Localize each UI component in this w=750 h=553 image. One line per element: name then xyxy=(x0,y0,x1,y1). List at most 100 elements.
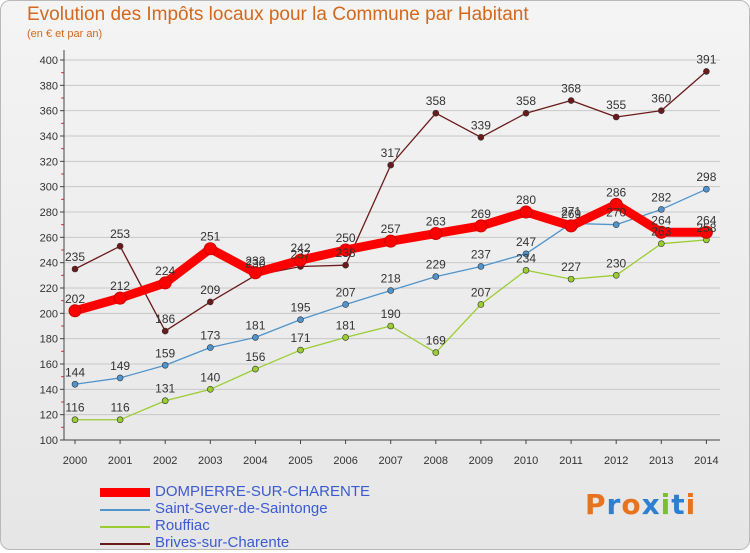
logo-letter: i xyxy=(660,488,672,521)
data-point xyxy=(477,133,485,141)
data-point xyxy=(342,301,349,308)
y-tick-label: 300 xyxy=(40,182,58,194)
y-tick-label: 200 xyxy=(40,308,58,320)
data-label: 264 xyxy=(696,213,716,227)
data-label: 181 xyxy=(245,318,265,332)
x-tick-label: 2001 xyxy=(108,455,132,467)
x-tick-label: 2012 xyxy=(604,455,628,467)
data-label: 250 xyxy=(336,231,356,245)
data-label: 271 xyxy=(561,204,581,218)
y-tick-label: 280 xyxy=(40,207,58,219)
data-point xyxy=(564,219,578,233)
data-label: 140 xyxy=(200,370,220,384)
y-tick-label: 160 xyxy=(40,359,58,371)
data-point xyxy=(207,298,214,306)
x-tick-label: 2011 xyxy=(559,455,583,467)
data-point xyxy=(68,304,82,318)
data-label: 131 xyxy=(155,382,175,396)
x-tick-label: 2013 xyxy=(649,455,673,467)
data-point xyxy=(609,197,623,211)
data-point xyxy=(612,221,620,228)
data-label: 173 xyxy=(200,329,220,343)
data-label: 227 xyxy=(561,260,581,274)
data-point xyxy=(297,316,304,323)
data-point xyxy=(71,380,79,388)
data-label: 317 xyxy=(381,146,401,160)
proxiti-logo: Proxiti xyxy=(585,488,696,521)
data-label: 253 xyxy=(110,227,130,241)
y-tick-label: 220 xyxy=(40,283,58,295)
x-tick-label: 2008 xyxy=(424,455,448,467)
data-point xyxy=(158,276,172,290)
data-label: 212 xyxy=(110,279,130,293)
legend-swatch xyxy=(100,543,150,545)
chart-subtitle: (en € et par an) xyxy=(27,28,103,40)
data-label: 237 xyxy=(471,247,491,261)
data-label: 237 xyxy=(290,247,310,261)
data-label: 116 xyxy=(65,401,84,415)
x-tick-label: 2010 xyxy=(514,455,538,467)
data-label: 238 xyxy=(336,246,356,260)
data-point xyxy=(116,374,124,382)
data-point xyxy=(207,386,214,393)
data-label: 156 xyxy=(245,350,265,364)
data-point xyxy=(567,97,575,104)
data-label: 230 xyxy=(606,256,626,270)
logo-letter: r xyxy=(606,488,622,521)
data-label: 186 xyxy=(155,312,175,326)
data-label: 116 xyxy=(111,401,130,415)
data-point xyxy=(387,322,395,330)
data-point xyxy=(207,344,214,351)
legend-label: DOMPIERRE-SUR-CHARENTE xyxy=(155,483,371,500)
data-label: 202 xyxy=(65,292,85,306)
data-point xyxy=(113,291,127,305)
data-label: 242 xyxy=(290,241,310,255)
data-point xyxy=(161,397,169,405)
data-point xyxy=(703,185,710,193)
y-tick-label: 180 xyxy=(40,334,58,346)
data-label: 209 xyxy=(200,283,220,297)
y-tick-label: 340 xyxy=(40,131,58,143)
logo-letter: i xyxy=(685,488,697,521)
data-label: 286 xyxy=(606,185,626,199)
data-point xyxy=(203,242,217,256)
data-point xyxy=(297,346,304,354)
data-label: 229 xyxy=(426,258,446,272)
data-label: 339 xyxy=(471,118,491,132)
data-point xyxy=(116,416,124,424)
data-label: 358 xyxy=(426,94,446,108)
data-point xyxy=(474,219,488,233)
data-label: 280 xyxy=(516,193,536,207)
data-label: 171 xyxy=(290,331,310,345)
x-tick-label: 2002 xyxy=(153,455,177,467)
data-label: 269 xyxy=(561,207,581,221)
legend-label: Brives-sur-Charente xyxy=(155,534,290,551)
data-point xyxy=(342,334,349,341)
y-tick-label: 400 xyxy=(40,55,58,67)
data-point xyxy=(342,261,349,269)
legend-swatch xyxy=(100,488,150,497)
data-point xyxy=(116,242,124,250)
logo-letter: P xyxy=(585,488,607,521)
data-label: 159 xyxy=(155,346,175,360)
data-point xyxy=(71,265,79,273)
data-label: 181 xyxy=(336,318,356,332)
data-label: 190 xyxy=(381,307,401,321)
x-tick-label: 2005 xyxy=(288,455,312,467)
legend-label: Saint-Sever-de-Saintonge xyxy=(155,500,328,517)
data-label: 235 xyxy=(65,250,85,264)
x-tick-label: 2003 xyxy=(198,455,222,467)
y-tick-label: 320 xyxy=(40,156,58,168)
data-label: 263 xyxy=(426,215,446,229)
data-label: 391 xyxy=(696,52,716,66)
data-point xyxy=(252,334,259,341)
data-point xyxy=(657,206,665,213)
data-label: 368 xyxy=(561,82,581,96)
data-point xyxy=(387,161,395,169)
legend-swatch xyxy=(100,526,150,528)
data-label: 207 xyxy=(471,285,491,299)
data-label: 169 xyxy=(426,334,446,348)
legend-swatch xyxy=(100,509,150,511)
y-tick-label: 260 xyxy=(40,232,58,244)
